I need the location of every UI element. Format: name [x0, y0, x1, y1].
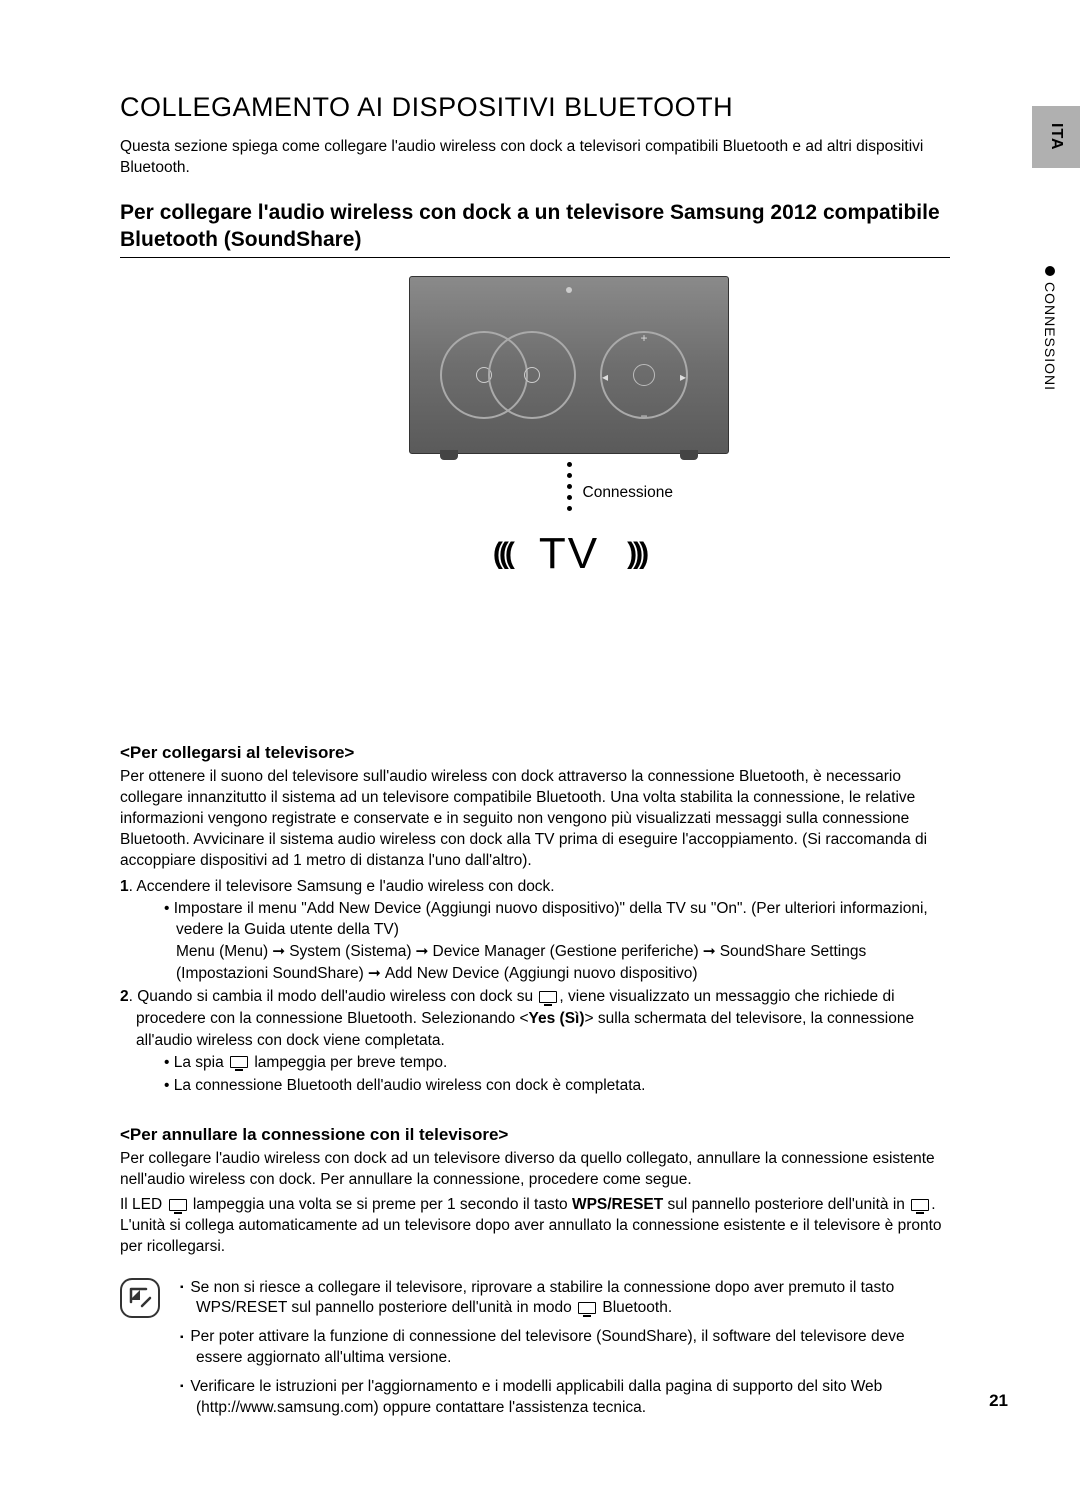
step-1: 1. Accendere il televisore Samsung e l'a…: [120, 876, 955, 984]
page-title: COLLEGAMENTO AI DISPOSITIVI BLUETOOTH: [120, 92, 1018, 123]
tv-icon: [911, 1199, 929, 1211]
tv-icon: [539, 991, 557, 1003]
wave-right-icon: ))): [627, 537, 645, 571]
page-number: 21: [989, 1391, 1008, 1411]
tv-icon: [230, 1056, 248, 1068]
wave-left-icon: (((: [493, 537, 511, 571]
step-1-bullet-1: Impostare il menu "Add New Device (Aggiu…: [164, 898, 955, 985]
tv-label: TV: [539, 529, 599, 579]
speaker-illustration: + − ◂ ▸: [409, 276, 729, 454]
step-2: 2. Quando si cambia il modo dell'audio w…: [120, 986, 955, 1096]
step-2-bullet-1: La spia lampeggia per breve tempo.: [164, 1052, 955, 1074]
connect-tv-heading: <Per collegarsi al televisore>: [120, 743, 950, 763]
language-tab: ITA: [1032, 106, 1080, 168]
note-1: Se non si riesce a collegare il televiso…: [180, 1278, 955, 1320]
language-tab-text: ITA: [1047, 123, 1065, 151]
note-icon: [120, 1278, 160, 1318]
connection-label: Connessione: [583, 484, 673, 502]
section-dot: [1045, 266, 1055, 276]
connection-diagram: + − ◂ ▸ Connessione ((( TV ))): [154, 276, 984, 579]
tv-icon: [578, 1302, 596, 1314]
subtitle: Per collegare l'audio wireless con dock …: [120, 199, 950, 259]
cancel-connection-para: Per collegare l'audio wireless con dock …: [120, 1149, 955, 1191]
section-tab: CONNESSIONI: [1042, 282, 1058, 391]
note-3: Verificare le istruzioni per l'aggiornam…: [180, 1377, 955, 1419]
note-2: Per poter attivare la funzione di connes…: [180, 1327, 955, 1369]
intro-text: Questa sezione spiega come collegare l'a…: [120, 137, 950, 179]
note-box: Se non si riesce a collegare il televiso…: [120, 1278, 955, 1428]
notes-list: Se non si riesce a collegare il televiso…: [180, 1278, 955, 1428]
led-para: Il LED lampeggia una volta se si preme p…: [120, 1195, 955, 1258]
step-2-bullet-2: La connessione Bluetooth dell'audio wire…: [164, 1075, 955, 1097]
connect-tv-para: Per ottenere il suono del televisore sul…: [120, 767, 955, 872]
tv-icon: [169, 1199, 187, 1211]
cancel-connection-heading: <Per annullare la connessione con il tel…: [120, 1125, 950, 1145]
steps-list: 1. Accendere il televisore Samsung e l'a…: [120, 876, 955, 1097]
tv-symbol: ((( TV ))): [154, 529, 984, 579]
